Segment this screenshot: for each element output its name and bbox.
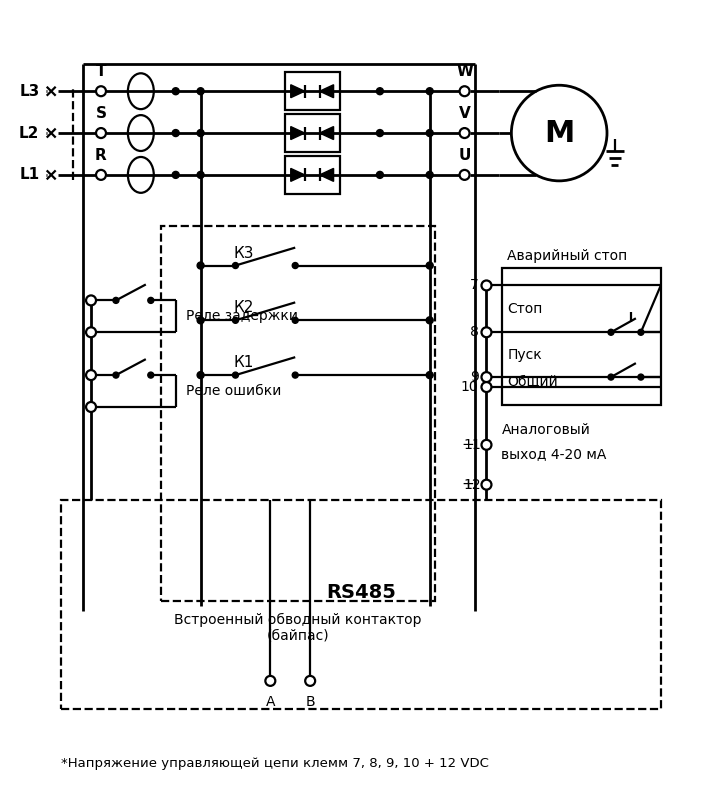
Circle shape (233, 372, 238, 378)
Circle shape (305, 676, 315, 686)
Circle shape (460, 170, 469, 180)
Circle shape (638, 330, 644, 335)
Text: B: B (305, 695, 315, 709)
Circle shape (292, 262, 298, 269)
Text: выход 4-20 мА: выход 4-20 мА (501, 447, 607, 461)
Circle shape (173, 130, 179, 137)
Polygon shape (291, 169, 305, 182)
Circle shape (86, 327, 96, 338)
Circle shape (86, 295, 96, 306)
Circle shape (86, 370, 96, 380)
Circle shape (460, 86, 469, 96)
Circle shape (233, 318, 238, 323)
Circle shape (86, 402, 96, 412)
Circle shape (96, 86, 106, 96)
Circle shape (197, 372, 204, 378)
Text: −: − (462, 438, 474, 452)
Text: 12: 12 (464, 478, 481, 492)
Text: W: W (456, 64, 473, 79)
Text: A: A (266, 695, 275, 709)
Circle shape (148, 298, 154, 303)
Polygon shape (320, 85, 334, 98)
Circle shape (197, 262, 204, 269)
Circle shape (481, 480, 491, 490)
Circle shape (426, 171, 433, 178)
Circle shape (173, 171, 179, 178)
Circle shape (608, 374, 614, 380)
Text: Общий: Общий (508, 375, 558, 389)
Text: 11: 11 (464, 438, 481, 452)
Polygon shape (291, 126, 305, 139)
Text: +: + (462, 477, 474, 492)
Circle shape (197, 317, 204, 324)
Circle shape (96, 128, 106, 138)
Text: Стоп: Стоп (508, 302, 543, 316)
Circle shape (292, 318, 298, 323)
Circle shape (426, 372, 433, 378)
Text: L1: L1 (19, 167, 40, 182)
Bar (61, 500, 661, 709)
Circle shape (481, 440, 491, 450)
Circle shape (460, 128, 469, 138)
Circle shape (173, 88, 179, 94)
Bar (503, 267, 661, 405)
Text: M: M (544, 118, 574, 147)
Circle shape (426, 317, 433, 324)
Polygon shape (320, 169, 334, 182)
Circle shape (233, 262, 238, 269)
Text: К2: К2 (233, 300, 254, 315)
Circle shape (376, 88, 383, 94)
Circle shape (197, 171, 204, 178)
Circle shape (148, 372, 154, 378)
Text: Реле задержки: Реле задержки (186, 310, 298, 323)
Text: Аналоговый: Аналоговый (501, 423, 590, 437)
Text: Реле ошибки: Реле ошибки (186, 384, 281, 398)
Text: S: S (95, 106, 107, 121)
Polygon shape (320, 126, 334, 139)
Text: Пуск: Пуск (508, 348, 542, 362)
Text: *Напряжение управляющей цепи клемм 7, 8, 9, 10 + 12 VDC: *Напряжение управляющей цепи клемм 7, 8,… (61, 757, 489, 770)
Text: 10: 10 (461, 380, 479, 394)
Circle shape (96, 170, 106, 180)
Text: RS485: RS485 (326, 582, 396, 602)
Circle shape (376, 130, 383, 137)
Circle shape (292, 372, 298, 378)
Bar (285, 72, 339, 110)
Circle shape (197, 88, 204, 94)
Circle shape (608, 330, 614, 335)
Text: Встроенный обводный контактор: Встроенный обводный контактор (174, 613, 421, 627)
Text: R: R (95, 148, 107, 163)
Text: L3: L3 (19, 84, 40, 98)
Text: 8: 8 (469, 326, 479, 339)
Circle shape (426, 262, 433, 269)
Text: Аварийный стоп: Аварийный стоп (508, 249, 628, 262)
Circle shape (265, 676, 275, 686)
Bar (285, 114, 339, 152)
Text: U: U (458, 148, 471, 163)
Text: L2: L2 (19, 126, 40, 141)
Circle shape (113, 372, 119, 378)
Text: 7: 7 (469, 278, 479, 293)
Text: К1: К1 (233, 355, 254, 370)
Text: 9: 9 (469, 370, 479, 384)
Circle shape (481, 372, 491, 382)
Circle shape (113, 298, 119, 303)
Circle shape (426, 130, 433, 137)
Bar (160, 226, 435, 602)
Text: V: V (459, 106, 470, 121)
Circle shape (481, 281, 491, 290)
Text: К3: К3 (233, 246, 254, 261)
Text: (байпас): (байпас) (267, 628, 329, 642)
Circle shape (376, 171, 383, 178)
Circle shape (197, 130, 204, 137)
Circle shape (638, 374, 644, 380)
Bar (285, 156, 339, 194)
Polygon shape (291, 85, 305, 98)
Circle shape (481, 327, 491, 338)
Text: T: T (95, 64, 106, 79)
Circle shape (481, 382, 491, 392)
Circle shape (426, 88, 433, 94)
